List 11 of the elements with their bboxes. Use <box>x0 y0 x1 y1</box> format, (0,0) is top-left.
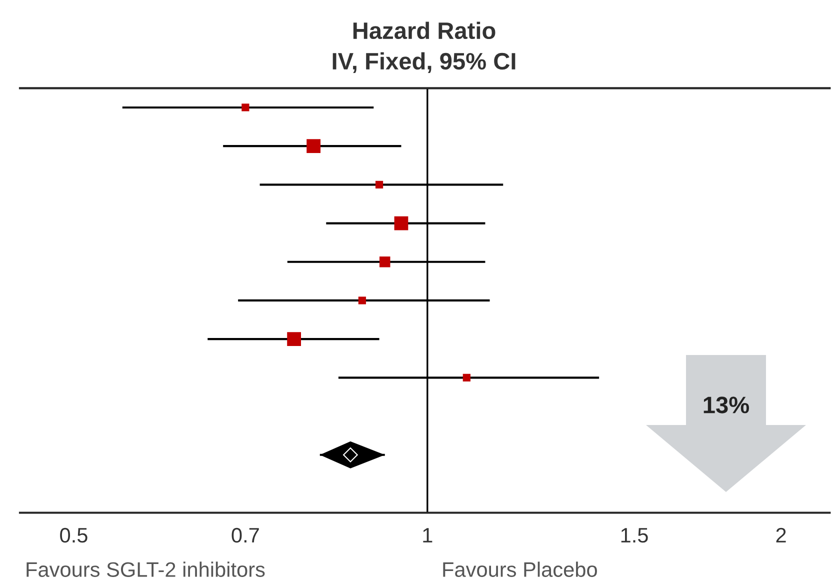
text: Favours Placebo <box>443 562 597 577</box>
x-tick-label: 2 <box>776 528 786 542</box>
chart-title: Hazard Ratio IV, Fixed, 95% CI <box>332 22 516 74</box>
x-tick-label: 1 <box>423 528 432 542</box>
point <box>343 447 358 462</box>
x-tick-label: 0.7 <box>232 528 259 543</box>
point <box>379 256 390 268</box>
x-tick-label: 1.5 <box>621 528 648 543</box>
annotation: 13% <box>704 396 750 414</box>
x-tick-label: 0.5 <box>60 528 88 543</box>
text: Favours SGLT-2 inhibitors <box>26 562 265 577</box>
